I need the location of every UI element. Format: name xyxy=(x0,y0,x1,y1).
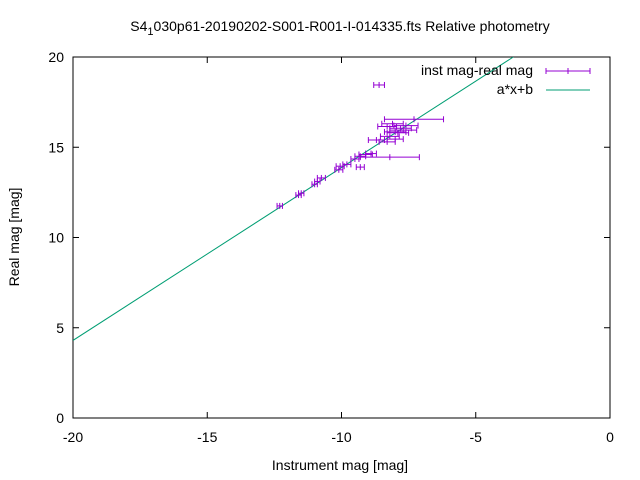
x-tick-label: -20 xyxy=(63,429,83,445)
data-point xyxy=(377,123,398,130)
x-tick-label: 0 xyxy=(606,429,614,445)
chart-title: S41030p61-20190202-S001-R001-I-014335.ft… xyxy=(130,18,549,38)
chart-title-subscript: 1 xyxy=(147,26,153,38)
fit-line xyxy=(73,57,514,341)
legend-sample-points xyxy=(545,68,591,74)
data-point xyxy=(342,161,352,168)
legend-label-points: inst mag-real mag xyxy=(421,62,533,78)
chart-title-prefix: S4 xyxy=(130,18,147,34)
chart-title-suffix: 030p61-20190202-S001-R001-I-014335.fts R… xyxy=(154,18,550,34)
data-point xyxy=(383,116,445,123)
data-point xyxy=(379,133,400,140)
fit-line-layer xyxy=(73,57,514,341)
data-point xyxy=(373,81,385,88)
y-tick-label: 5 xyxy=(56,320,64,336)
data-point xyxy=(365,150,377,157)
y-tick-label: 15 xyxy=(48,139,64,155)
data-points-layer xyxy=(276,81,445,209)
data-point xyxy=(381,120,404,127)
legend-label-fit: a*x+b xyxy=(497,81,533,97)
x-tick-label: -15 xyxy=(197,429,217,445)
y-tick-label: 20 xyxy=(48,49,64,65)
data-point xyxy=(359,154,420,161)
data-point xyxy=(334,166,344,173)
data-point xyxy=(298,190,305,197)
x-tick-label: -5 xyxy=(470,429,483,445)
y-tick-label: 0 xyxy=(56,410,64,426)
data-point xyxy=(276,202,283,209)
data-point xyxy=(316,174,326,181)
axis-ticks: -20 -15 -10 -5 0 0 5 10 15 20 xyxy=(48,49,614,445)
data-point xyxy=(389,127,418,134)
data-point xyxy=(386,129,410,136)
plot-frame xyxy=(72,56,611,419)
legend: inst mag-real mag a*x+b xyxy=(421,62,591,97)
y-tick-label: 10 xyxy=(48,230,64,246)
y-axis-label: Real mag [mag] xyxy=(6,188,22,287)
x-tick-label: -10 xyxy=(331,429,351,445)
data-point xyxy=(393,122,419,129)
data-point xyxy=(355,164,365,171)
x-axis-label: Instrument mag [mag] xyxy=(272,457,408,473)
data-point xyxy=(386,136,404,143)
